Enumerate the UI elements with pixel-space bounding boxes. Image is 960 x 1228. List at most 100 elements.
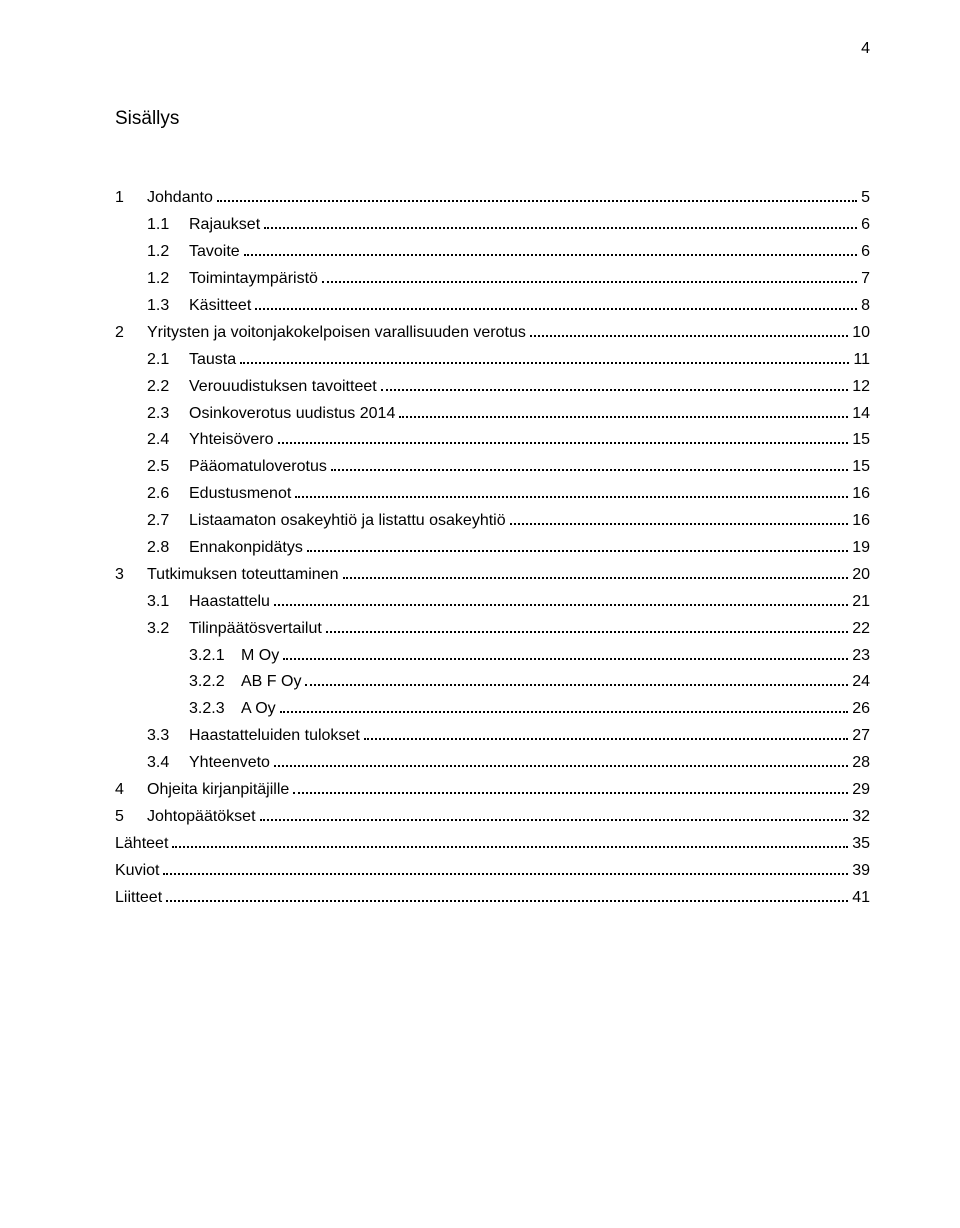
toc-entry-page: 28 <box>852 755 870 771</box>
toc-entry-number: 1 <box>115 190 147 206</box>
toc-entry-title: Kuviot <box>115 863 159 879</box>
toc-entry-number: 1.2 <box>147 244 189 260</box>
toc-entry-page: 10 <box>852 325 870 341</box>
toc-entry-number: 3.2.2 <box>189 674 241 690</box>
toc-row: 3.2Tilinpäätösvertailut22 <box>115 620 870 636</box>
toc-leader-dots <box>510 513 849 525</box>
toc-entry-number: 2 <box>115 325 147 341</box>
toc-row: Kuviot 39 <box>115 862 870 878</box>
toc-entry-page: 8 <box>861 298 870 314</box>
toc-leader-dots <box>283 647 848 659</box>
toc-leader-dots <box>399 405 848 417</box>
toc-entry-title: Johtopäätökset <box>147 809 256 825</box>
toc-entry-number: 4 <box>115 782 147 798</box>
toc-entry-number: 1.1 <box>147 217 189 233</box>
toc-row: 3.2.3A Oy26 <box>115 701 870 717</box>
toc-leader-dots <box>172 835 848 847</box>
toc-leader-dots <box>293 782 848 794</box>
toc-leader-dots <box>255 298 857 310</box>
toc-entry-page: 5 <box>861 190 870 206</box>
toc-leader-dots <box>278 432 849 444</box>
toc-leader-dots <box>217 190 857 202</box>
toc-leader-dots <box>274 755 848 767</box>
toc-leader-dots <box>326 620 848 632</box>
toc-entry-title: Edustusmenot <box>189 486 291 502</box>
toc-entry-title: Pääomatuloverotus <box>189 459 327 475</box>
toc-entry-number: 5 <box>115 809 147 825</box>
toc-leader-dots <box>322 271 857 283</box>
toc-entry-number: 3.2.3 <box>189 701 241 717</box>
toc-leader-dots <box>163 862 848 874</box>
toc-leader-dots <box>260 808 849 820</box>
toc-entry-page: 12 <box>852 379 870 395</box>
toc-row: 2.8Ennakonpidätys19 <box>115 540 870 556</box>
toc-leader-dots <box>307 540 848 552</box>
page-number: 4 <box>861 40 870 58</box>
toc-row: Lähteet 35 <box>115 835 870 851</box>
toc-entry-number: 1.3 <box>147 298 189 314</box>
toc-entry-page: 14 <box>852 406 870 422</box>
toc-leader-dots <box>364 728 848 740</box>
toc-entry-number: 3.1 <box>147 594 189 610</box>
toc-entry-title: Ennakonpidätys <box>189 540 303 556</box>
toc-entry-title: Haastattelu <box>189 594 270 610</box>
toc-entry-page: 21 <box>852 594 870 610</box>
toc-entry-number: 3.4 <box>147 755 189 771</box>
toc-row: 3.2.1M Oy23 <box>115 647 870 663</box>
toc-row: 2.5Pääomatuloverotus15 <box>115 459 870 475</box>
toc-row: 2.7Listaamaton osakeyhtiö ja listattu os… <box>115 513 870 529</box>
toc-entry-number: 3.2.1 <box>189 648 241 664</box>
toc-row: 3.3Haastatteluiden tulokset27 <box>115 728 870 744</box>
toc-heading: Sisällys <box>115 108 870 130</box>
toc-row: 3.1Haastattelu 21 <box>115 593 870 609</box>
toc-row: Liitteet41 <box>115 889 870 905</box>
toc-entry-title: Tausta <box>189 352 236 368</box>
toc-entry-title: Yhteisövero <box>189 432 274 448</box>
toc-row: 5Johtopäätökset32 <box>115 808 870 824</box>
toc-entry-page: 29 <box>852 782 870 798</box>
toc-leader-dots <box>240 351 849 363</box>
toc-entry-number: 2.6 <box>147 486 189 502</box>
toc-entry-number: 3 <box>115 567 147 583</box>
toc-row: 3.4Yhteenveto 28 <box>115 755 870 771</box>
toc-entry-page: 35 <box>852 836 870 852</box>
toc-entry-title: Lähteet <box>115 836 168 852</box>
toc-entry-title: Tavoite <box>189 244 240 260</box>
toc-row: 2.3Osinkoverotus uudistus 201414 <box>115 405 870 421</box>
toc-entry-title: Yritysten ja voitonjakokelpoisen varalli… <box>147 325 526 341</box>
toc-entry-page: 24 <box>852 674 870 690</box>
toc-entry-title: Käsitteet <box>189 298 251 314</box>
toc-row: 2.1Tausta11 <box>115 351 870 367</box>
toc-entry-page: 22 <box>852 621 870 637</box>
toc-entry-title: Johdanto <box>147 190 213 206</box>
toc-entry-number: 3.3 <box>147 728 189 744</box>
toc-entry-page: 20 <box>852 567 870 583</box>
toc-entry-number: 1.2 <box>147 271 189 287</box>
toc-leader-dots <box>264 217 857 229</box>
toc-entry-page: 15 <box>852 432 870 448</box>
table-of-contents: 1Johdanto 5 1.1Rajaukset 6 1.2Tavoite 6 1.2Toi… <box>115 190 870 906</box>
toc-entry-page: 19 <box>852 540 870 556</box>
toc-leader-dots <box>305 674 848 686</box>
toc-entry-title: Rajaukset <box>189 217 260 233</box>
toc-entry-title: Yhteenveto <box>189 755 270 771</box>
toc-entry-page: 6 <box>861 217 870 233</box>
toc-leader-dots <box>244 244 857 256</box>
toc-entry-page: 39 <box>852 863 870 879</box>
toc-entry-title: Liitteet <box>115 890 162 906</box>
toc-entry-number: 2.2 <box>147 379 189 395</box>
toc-leader-dots <box>274 593 848 605</box>
toc-entry-page: 11 <box>853 352 870 368</box>
toc-entry-page: 7 <box>861 271 870 287</box>
toc-entry-title: Tutkimuksen toteuttaminen <box>147 567 339 583</box>
toc-row: 2.6Edustusmenot16 <box>115 486 870 502</box>
toc-entry-number: 2.4 <box>147 432 189 448</box>
toc-row: 2Yritysten ja voitonjakokelpoisen varall… <box>115 324 870 340</box>
toc-leader-dots <box>530 324 848 336</box>
toc-entry-page: 23 <box>852 648 870 664</box>
toc-leader-dots <box>166 889 848 901</box>
toc-entry-title: Tilinpäätösvertailut <box>189 621 322 637</box>
toc-entry-title: Toimintaympäristö <box>189 271 318 287</box>
toc-entry-page: 6 <box>861 244 870 260</box>
toc-entry-title: Verouudistuksen tavoitteet <box>189 379 377 395</box>
